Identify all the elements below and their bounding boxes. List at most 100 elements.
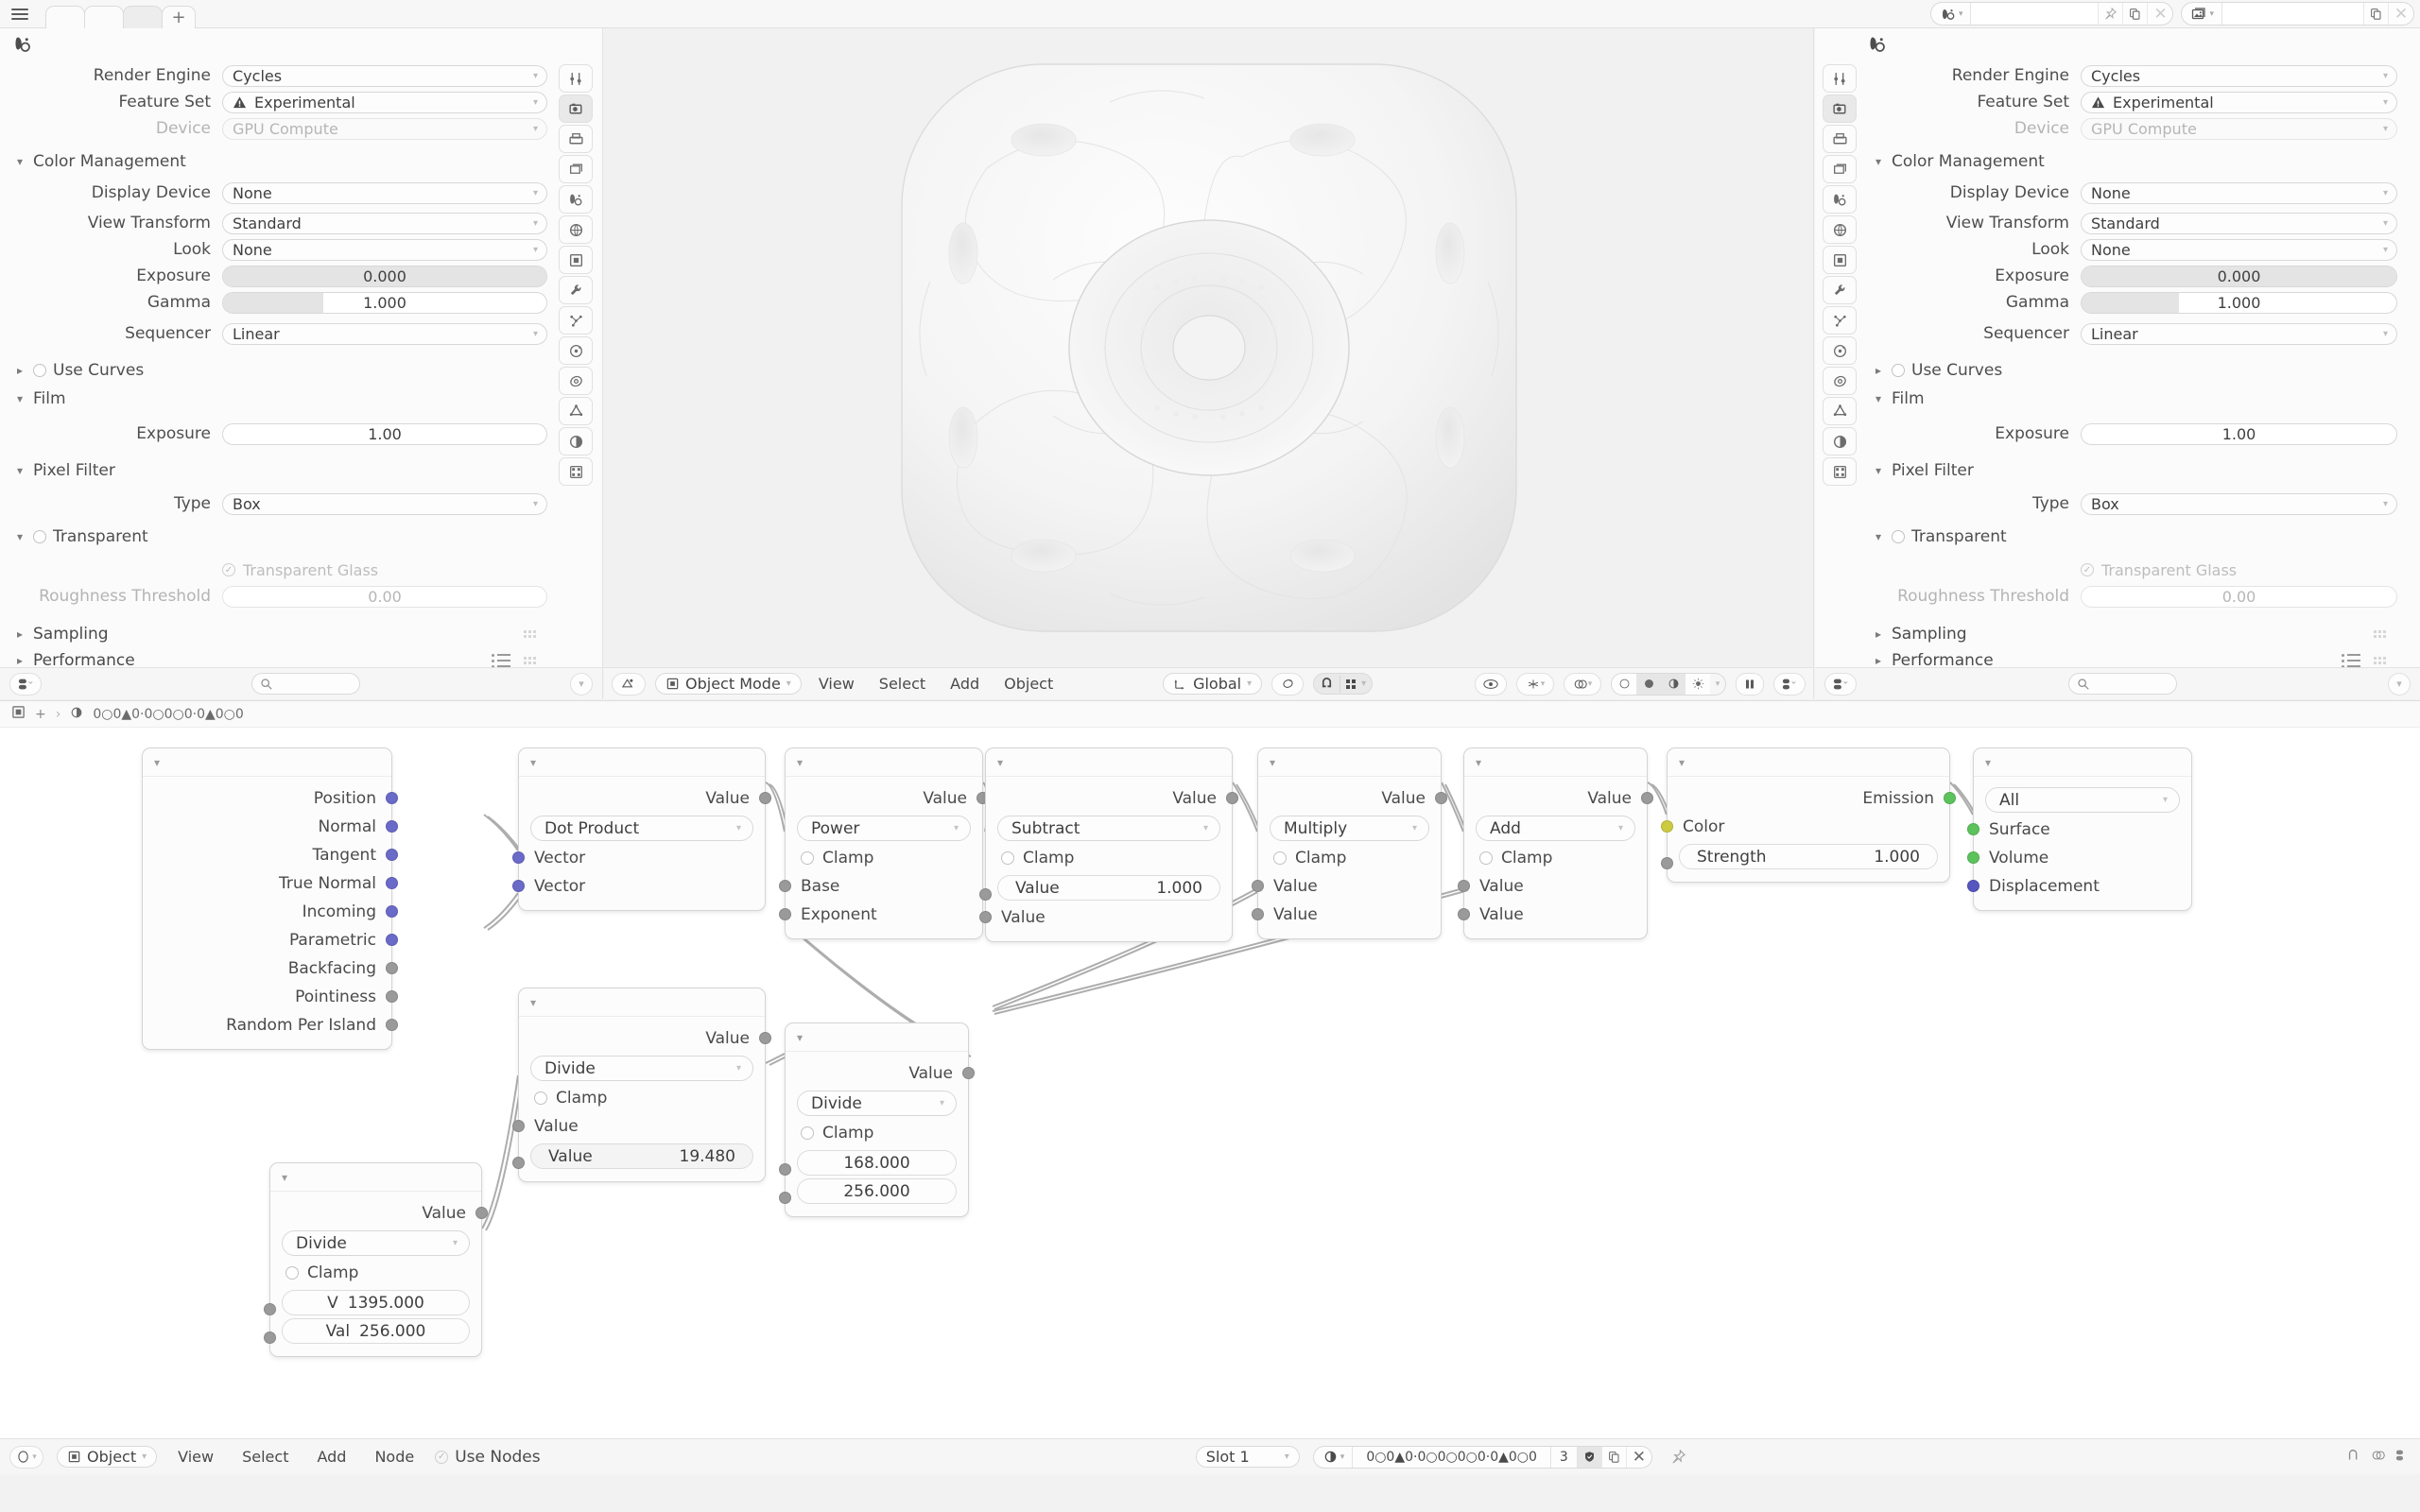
socket-incoming[interactable] xyxy=(386,905,398,918)
color-management-section[interactable]: ▾ Color Management xyxy=(1858,149,2411,174)
sequencer-select[interactable]: Linear ▾ xyxy=(2081,322,2397,345)
tab-material[interactable] xyxy=(559,427,593,455)
clamp-row[interactable]: Clamp xyxy=(786,1119,968,1147)
use-curves-section[interactable]: ▸ Use Curves xyxy=(0,358,561,383)
gizmo-icon[interactable]: ▾ xyxy=(1516,672,1555,696)
transparent-checkbox[interactable] xyxy=(33,530,46,543)
shading-editor-type-icon[interactable]: ▾ xyxy=(9,1445,43,1469)
clamp-checkbox[interactable] xyxy=(801,1126,814,1140)
pause-icon[interactable] xyxy=(1736,672,1765,696)
node-output-socket-row[interactable]: Emission xyxy=(1668,784,1956,813)
preset-list-icon[interactable] xyxy=(492,653,510,668)
socket-value-b[interactable] xyxy=(1458,908,1470,920)
socket-exponent[interactable] xyxy=(779,908,791,920)
material-icon[interactable]: ▾ xyxy=(1931,3,1972,25)
transparent-section[interactable]: ▾ Transparent xyxy=(0,524,561,549)
pin-icon[interactable] xyxy=(1666,1450,1691,1464)
operation-dropdown[interactable]: Subtract ▾ xyxy=(997,816,1220,841)
pin-icon[interactable] xyxy=(2099,3,2124,25)
tab-view-layer[interactable] xyxy=(559,155,593,183)
node-header[interactable]: ▾ xyxy=(1464,748,1647,777)
shading-wireframe[interactable] xyxy=(1612,673,1637,695)
socket-strength[interactable] xyxy=(1661,857,1673,869)
clamp-row[interactable]: Clamp xyxy=(270,1259,481,1287)
clamp-row[interactable]: Clamp xyxy=(1464,844,1647,872)
tab-texture[interactable] xyxy=(1823,457,1857,486)
gamma-slider[interactable]: 1.000 xyxy=(2081,291,2397,314)
socket-value-a[interactable] xyxy=(1252,880,1264,892)
node-header[interactable]: ▾ xyxy=(1974,748,2191,777)
tab-world[interactable] xyxy=(1823,215,1857,244)
tab-tool[interactable] xyxy=(559,64,593,93)
tab-collection[interactable] xyxy=(559,246,593,274)
node-input-socket-row[interactable]: Value xyxy=(1458,872,1647,901)
film-section[interactable]: ▾ Film xyxy=(0,387,561,411)
material-sphere-icon[interactable]: ▾ xyxy=(1314,1446,1354,1468)
socket-volume[interactable] xyxy=(1967,851,1979,864)
node-input-socket-row[interactable]: Surface xyxy=(1967,816,2191,844)
socket-value-b[interactable] xyxy=(979,911,992,923)
viewport-menu-view[interactable]: View xyxy=(818,675,855,693)
node-header[interactable]: ▾ xyxy=(270,1163,481,1192)
node-header[interactable]: ▾ xyxy=(786,748,982,777)
node-output-socket-row[interactable]: Value xyxy=(986,784,1238,813)
socket-value-out[interactable] xyxy=(759,792,771,804)
transform-orientation-selector[interactable]: Global ▾ xyxy=(1163,673,1263,695)
tab-physics[interactable] xyxy=(1823,336,1857,365)
node-input-socket-row[interactable]: Vector xyxy=(512,872,765,901)
socket-displacement[interactable] xyxy=(1967,880,1979,892)
node-output-socket-row[interactable]: Value xyxy=(1258,784,1447,813)
tab-modifier[interactable] xyxy=(1823,276,1857,304)
shading-rendered[interactable] xyxy=(1685,673,1711,695)
tab-object-data[interactable] xyxy=(1823,397,1857,425)
look-select[interactable]: None ▾ xyxy=(2081,238,2397,261)
node-menu-add[interactable]: Add xyxy=(317,1448,347,1466)
material-name-field[interactable]: 0○0▲0·0○0○0○0·0▲0○0 xyxy=(1353,1446,1551,1468)
socket-normal[interactable] xyxy=(386,820,398,833)
transparent-section[interactable]: ▾ Transparent xyxy=(1858,524,2411,549)
strength-field[interactable]: Strength 1.000 xyxy=(1679,844,1938,869)
operation-dropdown[interactable]: Multiply ▾ xyxy=(1270,816,1429,841)
socket-true-normal[interactable] xyxy=(386,877,398,889)
clamp-row[interactable]: Clamp xyxy=(786,844,982,872)
node-menu-view[interactable]: View xyxy=(178,1448,215,1466)
socket-color[interactable] xyxy=(1661,820,1673,833)
socket-value-a[interactable] xyxy=(1458,880,1470,892)
exposure-slider[interactable]: 0.000 xyxy=(222,265,547,287)
node-output-socket-row[interactable]: Position xyxy=(143,784,398,813)
slot-selector[interactable]: Slot 1 ▾ xyxy=(1195,1446,1300,1468)
node-vector-math[interactable]: ▾ Value Dot Product ▾ Vector Vector xyxy=(512,747,771,911)
gamma-slider[interactable]: 1.000 xyxy=(222,291,547,314)
image-name-field[interactable] xyxy=(2222,3,2364,25)
tab-tool[interactable] xyxy=(1823,64,1857,93)
node-math-divide-c[interactable]: ▾ Value Divide ▾ Clamp V 1395.000 Val 256.0… xyxy=(264,1162,488,1357)
socket-value-a[interactable] xyxy=(264,1303,276,1315)
expand-options-icon[interactable]: ▾ xyxy=(570,672,593,696)
node-input-socket-row[interactable]: Displacement xyxy=(1967,872,2191,901)
visibility-icon[interactable] xyxy=(1475,672,1508,696)
socket-value-out[interactable] xyxy=(1226,792,1238,804)
overlay-icon[interactable] xyxy=(2371,1448,2386,1467)
node-math-subtract[interactable]: ▾ Value Subtract ▾ Clamp Value 1.000 Value xyxy=(979,747,1238,942)
socket-value-b[interactable] xyxy=(264,1332,276,1344)
value-a-field[interactable]: Value 1.000 xyxy=(997,875,1220,901)
workspace-tab-1[interactable] xyxy=(45,5,85,28)
sidebar-item-sampling[interactable]: ▸ Sampling xyxy=(0,621,561,647)
tab-output[interactable] xyxy=(559,125,593,153)
node-header[interactable]: ▾ xyxy=(143,748,391,777)
tab-material[interactable] xyxy=(1823,427,1857,455)
transparent-glass-checkbox[interactable]: ✓ xyxy=(2081,563,2094,576)
sidebar-item-performance[interactable]: ▸ Performance xyxy=(1858,647,2411,674)
sequencer-select[interactable]: Linear ▾ xyxy=(222,322,547,345)
socket-position[interactable] xyxy=(386,792,398,804)
roughness-threshold-slider[interactable]: 0.00 xyxy=(2081,585,2397,608)
tab-constraints[interactable] xyxy=(559,367,593,395)
proportional-edit-icon[interactable] xyxy=(1271,672,1305,696)
tab-modifier[interactable] xyxy=(559,276,593,304)
node-geometry[interactable]: ▾ Position Normal Tangent True Normal In… xyxy=(142,747,398,1050)
node-output-socket-row[interactable]: Parametric xyxy=(143,926,398,954)
unlink-icon[interactable]: ✕ xyxy=(1632,1447,1646,1467)
color-management-section[interactable]: ▾ Color Management xyxy=(0,149,561,174)
shading-material-preview[interactable] xyxy=(1661,673,1686,695)
render-engine-select[interactable]: Cycles ▾ xyxy=(2081,64,2397,87)
